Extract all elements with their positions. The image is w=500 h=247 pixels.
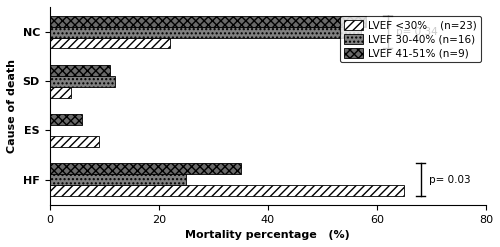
- Y-axis label: Cause of death: Cause of death: [7, 59, 17, 153]
- Bar: [50, 16, 366, 27]
- Bar: [50, 163, 240, 174]
- Bar: [50, 174, 186, 185]
- Bar: [50, 87, 72, 98]
- Text: p= 0.34: p= 0.34: [396, 27, 438, 37]
- Bar: [50, 185, 404, 196]
- Bar: [50, 114, 82, 125]
- Bar: [50, 65, 110, 76]
- Bar: [50, 136, 98, 147]
- Bar: [50, 38, 170, 48]
- Legend: LVEF <30%    (n=23), LVEF 30-40% (n=16), LVEF 41-51% (n=9): LVEF <30% (n=23), LVEF 30-40% (n=16), LV…: [340, 16, 481, 62]
- Text: p= 0.03: p= 0.03: [428, 175, 470, 185]
- X-axis label: Mortality percentage   (%): Mortality percentage (%): [186, 230, 350, 240]
- Bar: [50, 27, 360, 38]
- Bar: [50, 76, 115, 87]
